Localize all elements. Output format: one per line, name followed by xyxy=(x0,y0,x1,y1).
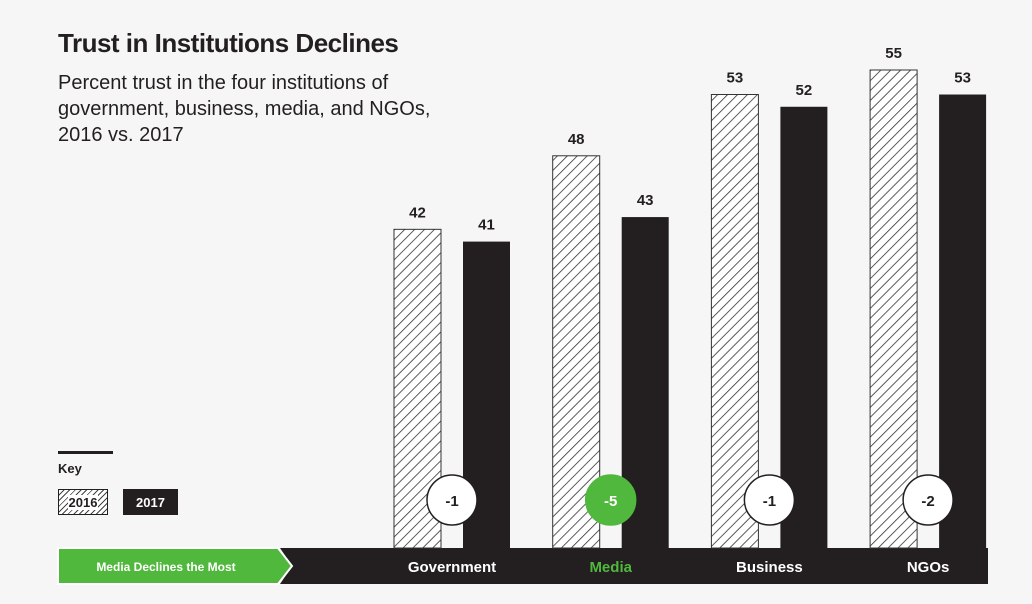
banner-arrow xyxy=(57,547,294,585)
data-label: 55 xyxy=(885,45,902,62)
bar-2017-business xyxy=(780,106,828,549)
legend-2017: 2017 xyxy=(123,489,178,515)
bar-2016-government xyxy=(393,228,442,549)
change-badge xyxy=(426,474,478,526)
legend-2017-label: 2017 xyxy=(136,494,165,510)
data-label: 42 xyxy=(409,204,426,221)
data-label: 53 xyxy=(727,70,744,87)
legend-title: Key xyxy=(58,461,82,476)
data-label: 48 xyxy=(568,131,585,148)
category-label: Media xyxy=(589,559,632,576)
change-label: -1 xyxy=(445,493,458,510)
change-label: -5 xyxy=(604,493,617,510)
legend-2016: 2016 xyxy=(58,489,108,515)
bar-2016-business xyxy=(710,94,759,549)
change-label: -2 xyxy=(921,493,934,510)
change-badge xyxy=(743,474,796,526)
chart-subtitle: Percent trust in the four institutions o… xyxy=(58,72,431,146)
chart-title: Trust in Institutions Declines xyxy=(58,28,399,58)
category-band xyxy=(280,548,988,584)
change-badge xyxy=(584,474,637,526)
banner-label: Media Declines the Most xyxy=(96,560,235,574)
legend-2016-label: 2016 xyxy=(67,494,99,510)
category-label: Business xyxy=(736,559,803,576)
bar-2017-ngos xyxy=(939,94,987,548)
change-badge xyxy=(902,474,954,526)
data-label: 52 xyxy=(796,82,813,99)
category-label: Government xyxy=(408,559,496,576)
change-label: -1 xyxy=(763,493,776,510)
key-divider xyxy=(58,451,113,454)
data-label: 43 xyxy=(637,192,654,209)
data-label: 53 xyxy=(954,70,971,87)
bar-2016-ngos xyxy=(869,69,918,549)
data-label: 41 xyxy=(478,217,495,234)
category-label: NGOs xyxy=(907,559,950,576)
